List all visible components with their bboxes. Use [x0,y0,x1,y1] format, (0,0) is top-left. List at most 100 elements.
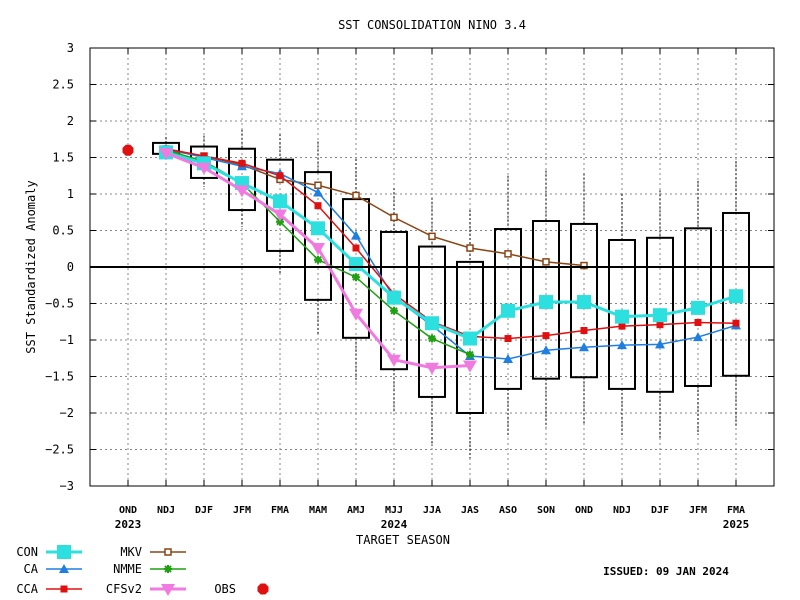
issued-date: ISSUED: 09 JAN 2024 [603,565,729,578]
year-label: 2024 [381,518,408,531]
data-point-cfsv2 [159,148,173,161]
marker-triangle-down [273,209,287,222]
marker-open-square [314,181,322,189]
marker-triangle-down [161,584,175,596]
legend: CON CA CCA MKV NMME CFSv2 OBS [16,545,269,596]
marker-triangle [579,342,589,352]
series-lines [122,143,743,375]
marker-triangle-down [349,308,363,321]
data-point-nmme [466,350,474,359]
legend-label-cfsv2: CFSv2 [106,582,142,596]
y-axis-label: SST Standardized Anomaly [24,180,38,353]
data-point-con [425,316,439,331]
x-tick-label: JAS [461,505,479,516]
marker-square [314,202,322,210]
legend-marker-ca [59,564,69,573]
marker-triangle [541,345,551,355]
legend-marker-cca [60,585,68,593]
marker-triangle-down [387,354,401,367]
marker-star [390,306,398,315]
y-tick-label: 1 [67,187,74,201]
box-iqr [380,230,408,371]
x-tick-label: DJF [651,505,669,516]
marker-star [352,273,360,282]
data-point-ca [541,345,551,355]
marker-square [694,318,702,326]
data-point-cca [580,327,588,335]
series-con [159,145,743,346]
legend-entry-con: CON [16,545,82,559]
data-point-nmme [390,306,398,315]
marker-square [349,257,363,272]
y-tick-label: −0.5 [45,297,74,311]
marker-triangle [503,353,513,363]
data-point-cfsv2 [425,362,439,375]
data-point-cca [542,332,550,340]
marker-open-square [504,250,512,258]
data-point-ca [313,187,323,197]
data-point-nmme [314,255,322,264]
marker-triangle [59,564,69,573]
x-tick-label: JFM [233,505,251,516]
data-point-cfsv2 [197,162,211,175]
marker-star [164,565,172,573]
y-tick-label: 0 [67,260,74,274]
series-line-mkv [165,149,585,267]
x-tick-label: FMA [271,505,289,516]
marker-square [732,319,740,327]
marker-triangle [617,340,627,350]
data-point-cfsv2 [273,209,287,222]
y-tick-label: 3 [67,41,74,55]
marker-octagon [257,583,269,595]
marker-open-square [428,232,436,241]
series-cca [162,145,740,343]
series-mkv [162,146,588,270]
series-line-con [165,150,737,341]
data-point-cca [618,322,626,330]
marker-triangle-down [311,243,325,256]
marker-star [314,255,322,264]
y-tick-label: −2 [60,406,74,420]
box-iqr [418,245,446,398]
box-iqr [228,147,256,212]
marker-square [387,290,401,305]
data-point-cca [504,335,512,343]
marker-square [580,327,588,335]
marker-octagon [122,144,134,156]
data-point-cca [200,152,208,160]
data-point-con [577,295,591,310]
series-line-ca [165,148,737,360]
marker-triangle [693,332,703,342]
marker-square [273,194,287,209]
data-point-con [273,194,287,209]
marker-square [501,303,515,318]
marker-open-square [164,548,172,556]
data-point-cca [276,172,284,180]
marker-square [656,321,664,329]
x-tick-label: NDJ [157,505,175,516]
year-label: 2025 [723,518,750,531]
year-label: 2023 [115,518,142,531]
x-tick-label: OND [575,505,593,516]
marker-square [238,159,246,167]
marker-square [504,335,512,343]
data-point-nmme [352,273,360,282]
box-iqr [722,211,750,377]
data-point-con [539,295,553,310]
legend-entry-obs: OBS [214,582,269,596]
x-tick-label: FMA [727,505,745,516]
data-point-con [653,308,667,323]
box-iqr [608,238,636,390]
data-point-nmme [428,334,436,343]
y-tick-label: −1.5 [45,370,74,384]
legend-marker-con [57,545,71,559]
data-point-con [691,300,705,315]
data-point-cca [656,321,664,329]
marker-square [729,289,743,304]
marker-open-square [542,258,550,266]
marker-square [653,308,667,323]
x-tick-label: ASO [499,505,517,516]
legend-entry-cfsv2: CFSv2 [106,582,186,596]
legend-entry-cca: CCA [16,582,82,596]
marker-triangle [351,230,361,240]
